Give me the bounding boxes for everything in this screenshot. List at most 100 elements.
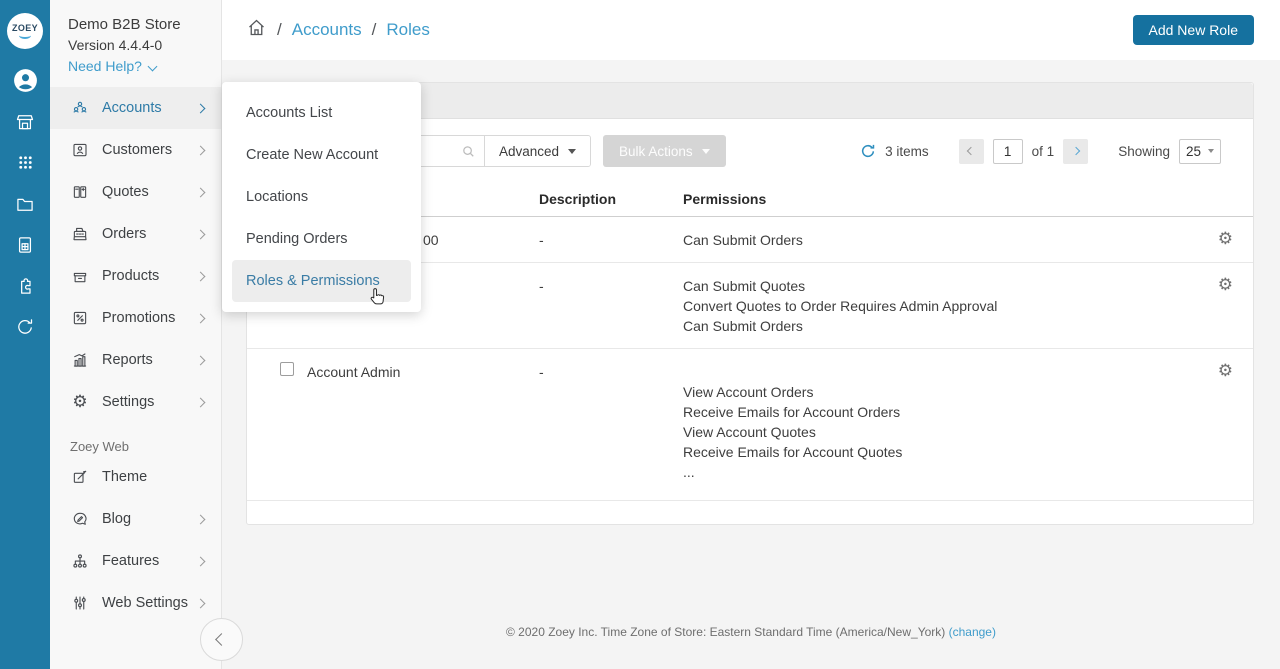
permission-line: Receive Emails for Account Quotes: [683, 444, 903, 460]
chevron-right-icon: [195, 271, 206, 281]
bulk-actions-label: Bulk Actions: [619, 143, 693, 159]
sidebar-item-reports[interactable]: Reports: [50, 339, 221, 381]
row-settings-gear-icon[interactable]: ⚙: [1217, 229, 1233, 248]
chevron-right-icon: [195, 556, 206, 566]
sidebar-item-products[interactable]: Products: [50, 255, 221, 297]
home-icon[interactable]: [246, 17, 267, 43]
flyout-item-create-new-account[interactable]: Create New Account: [246, 147, 379, 163]
chevron-right-icon: [195, 145, 206, 155]
role-name-cell: 00: [423, 232, 439, 248]
column-header-permissions: Permissions: [683, 191, 767, 207]
breadcrumb: / Accounts / Roles: [246, 17, 430, 43]
prev-page-button[interactable]: [958, 138, 984, 164]
permissions-cell: Can Submit Orders: [683, 230, 1193, 250]
sidebar-section-label: Zoey Web: [70, 439, 130, 454]
role-name-cell: Account Admin: [307, 364, 401, 380]
products-icon: [70, 267, 90, 285]
page-size-value: 25: [1186, 143, 1202, 159]
sidebar-item-settings[interactable]: ⚙ Settings: [50, 381, 221, 423]
breadcrumb-accounts-link[interactable]: Accounts: [291, 20, 362, 39]
promotions-icon: [70, 309, 90, 327]
sidebar-item-customers[interactable]: Customers: [50, 129, 221, 171]
folder-icon[interactable]: [0, 183, 50, 224]
breadcrumb-roles-link[interactable]: Roles: [386, 20, 430, 39]
chevron-left-icon: [966, 146, 976, 156]
flyout-item-accounts-list[interactable]: Accounts List: [246, 105, 333, 121]
showing-control: Showing 25: [1118, 138, 1221, 164]
need-help-label: Need Help?: [68, 58, 142, 74]
sidebar-item-blog[interactable]: Blog: [50, 498, 221, 540]
next-page-button[interactable]: [1063, 138, 1089, 164]
bulk-actions-button[interactable]: Bulk Actions: [603, 135, 726, 167]
user-icon[interactable]: [0, 60, 50, 101]
permission-line: ...: [683, 464, 695, 480]
pager: of 1: [958, 138, 1089, 164]
table-header-row: Description Permissions: [247, 177, 1253, 217]
storefront-icon[interactable]: [0, 101, 50, 142]
chevron-right-icon: [195, 397, 206, 407]
web-settings-icon: [70, 594, 90, 612]
permission-line: Receive Emails for Account Orders: [683, 404, 901, 420]
description-cell: -: [539, 232, 544, 248]
sidebar-section-nav: Theme Blog Features Web Settings: [50, 456, 221, 624]
sidebar-item-features[interactable]: Features: [50, 540, 221, 582]
chevron-down-icon: [147, 61, 158, 71]
table-row: Account Admin - View Account Orders Recei…: [247, 349, 1253, 501]
page-number-input[interactable]: [992, 138, 1023, 164]
chevron-right-icon: [195, 313, 206, 323]
settings-icon: ⚙: [72, 392, 88, 411]
chevron-right-icon: [1071, 146, 1080, 156]
sidebar-collapse-button[interactable]: [200, 618, 243, 661]
chevron-right-icon: [195, 103, 206, 113]
caret-down-icon: [568, 148, 577, 154]
zoey-logo[interactable]: ZOEY: [7, 13, 43, 49]
store-name: Demo B2B Store: [68, 16, 181, 33]
chevron-right-icon: [195, 187, 206, 197]
advanced-filter-button[interactable]: Advanced: [484, 136, 591, 166]
sidebar-item-promotions[interactable]: Promotions: [50, 297, 221, 339]
sidebar-nav: Accounts Customers Quotes Orders Product…: [50, 87, 221, 423]
theme-icon: [70, 468, 90, 486]
permission-line: View Account Quotes: [683, 424, 816, 440]
orders-icon: [70, 225, 90, 243]
page-header: / Accounts / Roles Add New Role: [222, 0, 1280, 60]
toolbar-right: 3 items of 1 Showing 25: [860, 138, 1221, 164]
sidebar-item-orders[interactable]: Orders: [50, 213, 221, 255]
chevron-right-icon: [195, 598, 206, 608]
accounts-flyout-menu: Accounts List Create New Account Locations…: [222, 82, 421, 312]
flyout-item-locations[interactable]: Locations: [246, 189, 309, 205]
apps-grid-icon[interactable]: [0, 142, 50, 183]
flyout-item-roles-permissions[interactable]: Roles & Permissions: [232, 260, 411, 302]
sync-icon[interactable]: [0, 306, 50, 347]
spreadsheet-icon[interactable]: [0, 224, 50, 265]
zoey-logo-smile: [19, 32, 31, 39]
flyout-item-pending-orders[interactable]: Pending Orders: [246, 231, 348, 247]
reports-icon: [70, 351, 90, 369]
sidebar-item-quotes[interactable]: Quotes: [50, 171, 221, 213]
showing-label: Showing: [1118, 143, 1170, 159]
chevron-right-icon: [195, 229, 206, 239]
permission-line: [683, 362, 1193, 382]
sidebar-item-theme[interactable]: Theme: [50, 456, 221, 498]
add-new-role-button[interactable]: Add New Role: [1132, 15, 1254, 45]
rail-icons: [0, 60, 50, 347]
permission-line: View Account Orders: [683, 384, 814, 400]
permission-line: Can Submit Quotes: [683, 278, 806, 294]
row-settings-gear-icon[interactable]: ⚙: [1217, 361, 1233, 380]
need-help-link[interactable]: Need Help?: [68, 55, 211, 77]
items-count: 3 items: [885, 143, 929, 159]
features-icon: [70, 552, 90, 570]
sidebar: Demo B2B Store Version 4.4.4-0 Need Help…: [50, 0, 222, 669]
sidebar-item-web-settings[interactable]: Web Settings: [50, 582, 221, 624]
row-settings-gear-icon[interactable]: ⚙: [1217, 275, 1233, 294]
page-size-select[interactable]: 25: [1179, 138, 1221, 164]
copyright-text: © 2020 Zoey Inc. Time Zone of Store: Eas…: [506, 625, 946, 639]
refresh-icon[interactable]: [860, 143, 876, 159]
column-header-description: Description: [539, 191, 617, 207]
row-checkbox[interactable]: [280, 362, 294, 376]
change-timezone-link[interactable]: (change): [948, 625, 996, 639]
store-version: Version 4.4.4-0: [68, 37, 163, 53]
puzzle-icon[interactable]: [0, 265, 50, 306]
sidebar-item-accounts[interactable]: Accounts: [50, 87, 221, 129]
breadcrumb-separator: /: [371, 20, 377, 39]
